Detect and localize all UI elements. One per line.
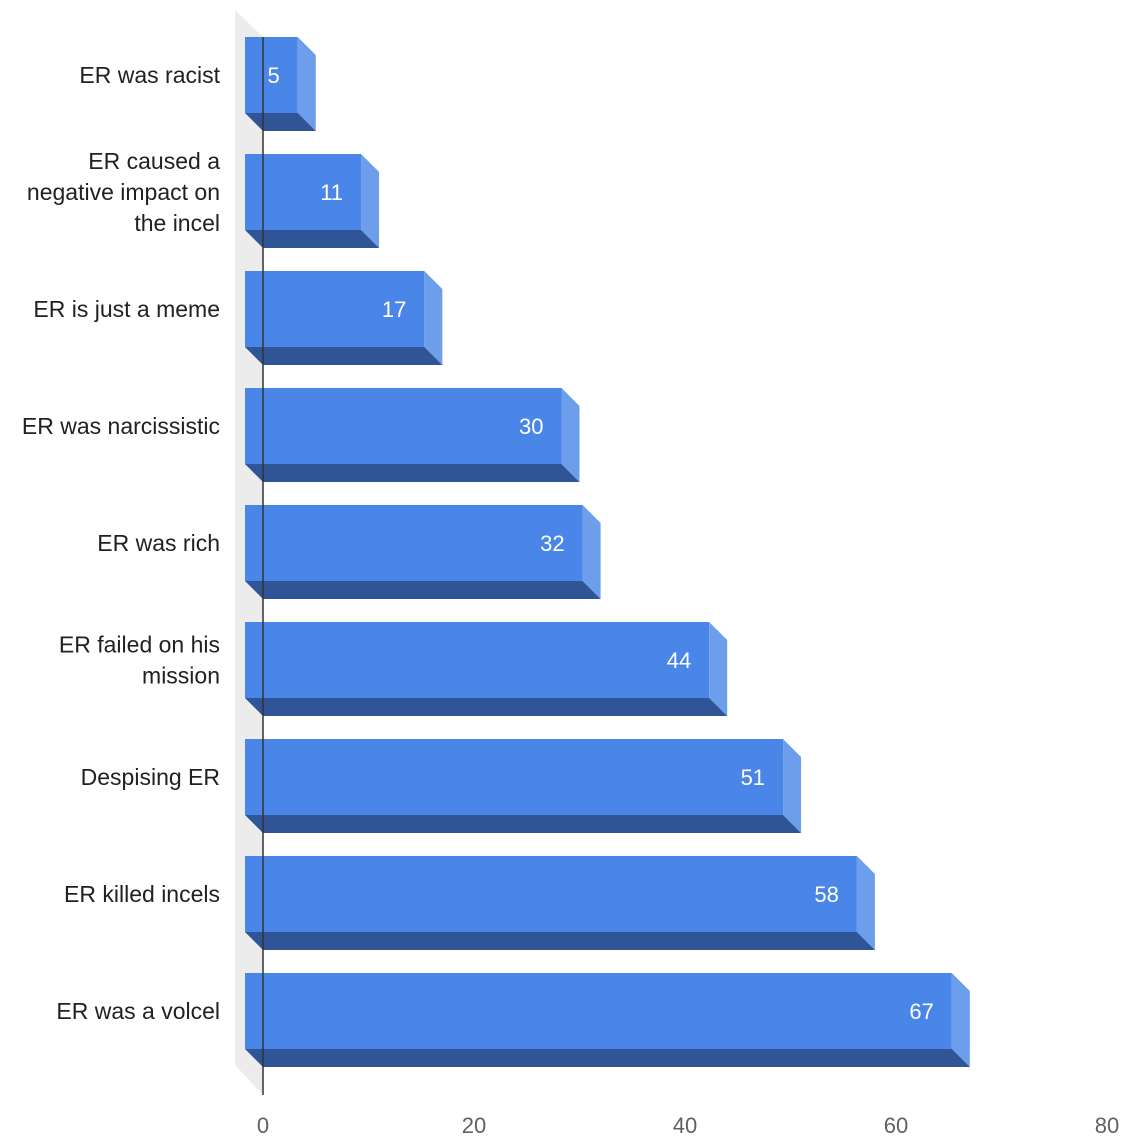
category-label: ER killed incels [64, 881, 220, 907]
category-label-line: ER is just a meme [33, 296, 220, 322]
bar-front-face [245, 37, 298, 113]
data-label: 51 [741, 765, 765, 790]
bar: 5 [245, 37, 316, 131]
category-label-line: ER killed incels [64, 881, 220, 907]
x-tick-label: 60 [884, 1113, 908, 1138]
bar-side-face [297, 37, 316, 131]
bar: 11 [245, 154, 380, 248]
bar-side-face [709, 622, 728, 716]
x-tick-label: 0 [257, 1113, 269, 1138]
bar: 17 [245, 271, 443, 365]
bar-bottom-face [245, 464, 580, 482]
bar-front-face [245, 271, 425, 347]
data-label: 5 [268, 63, 280, 88]
data-label: 17 [382, 297, 406, 322]
category-label-line: ER was racist [79, 62, 220, 88]
category-label: ER was narcissistic [22, 413, 220, 439]
bar-bottom-face [245, 698, 728, 716]
bar-front-face [245, 973, 952, 1049]
category-label: ER was a volcel [56, 998, 220, 1024]
category-label-line: the incel [134, 210, 220, 236]
data-label: 44 [667, 648, 691, 673]
value-axis: 0 20 40 60 80 [257, 37, 1119, 1138]
bar-side-face [424, 271, 443, 365]
bar-bottom-face [245, 815, 802, 833]
category-labels: ER was racist ER caused a negative impact … [22, 62, 221, 1024]
data-label: 30 [519, 414, 543, 439]
bar-bottom-face [245, 581, 601, 599]
bar: 67 [245, 973, 970, 1067]
data-label: 11 [320, 180, 343, 205]
category-label-line: ER was rich [97, 530, 220, 556]
bar: 30 [245, 388, 580, 482]
x-tick-label: 40 [673, 1113, 697, 1138]
bar-front-face [245, 856, 857, 932]
x-tick-label: 20 [462, 1113, 486, 1138]
category-label: Despising ER [81, 764, 220, 790]
bar-bottom-face [245, 347, 443, 365]
bar: 32 [245, 505, 601, 599]
bar-front-face [245, 739, 784, 815]
category-label-line: Despising ER [81, 764, 220, 790]
data-label: 32 [540, 531, 564, 556]
category-label-line: ER was narcissistic [22, 413, 220, 439]
bar-front-face [245, 622, 710, 698]
category-label: ER was rich [97, 530, 220, 556]
bar-side-face [561, 388, 580, 482]
bar: 58 [245, 856, 875, 950]
x-tick-label: 80 [1095, 1113, 1119, 1138]
data-label: 58 [814, 882, 838, 907]
category-label-line: ER was a volcel [56, 998, 220, 1024]
bars-group: 5 11 17 30 32 44 51 58 67 [245, 37, 970, 1067]
category-label: ER caused a negative impact on the incel [27, 148, 220, 236]
bar: 51 [245, 739, 802, 833]
bar-side-face [856, 856, 875, 950]
category-label-line: ER failed on his [59, 632, 220, 658]
bar: 44 [245, 622, 728, 716]
category-label: ER was racist [79, 62, 220, 88]
bar-bottom-face [245, 230, 380, 248]
data-label: 67 [909, 999, 933, 1024]
category-label-line: negative impact on [27, 179, 220, 205]
category-label: ER is just a meme [33, 296, 220, 322]
category-label-line: mission [142, 663, 220, 689]
bar-front-face [245, 505, 583, 581]
category-label-line: ER caused a [88, 148, 220, 174]
bar-bottom-face [245, 932, 875, 950]
bar-side-face [783, 739, 802, 833]
category-label: ER failed on his mission [59, 632, 220, 689]
bar-bottom-face [245, 1049, 970, 1067]
bar-side-face [951, 973, 970, 1067]
bar-side-face [582, 505, 601, 599]
bar-front-face [245, 388, 562, 464]
bar-front-face [245, 154, 362, 230]
bar-side-face [361, 154, 380, 248]
